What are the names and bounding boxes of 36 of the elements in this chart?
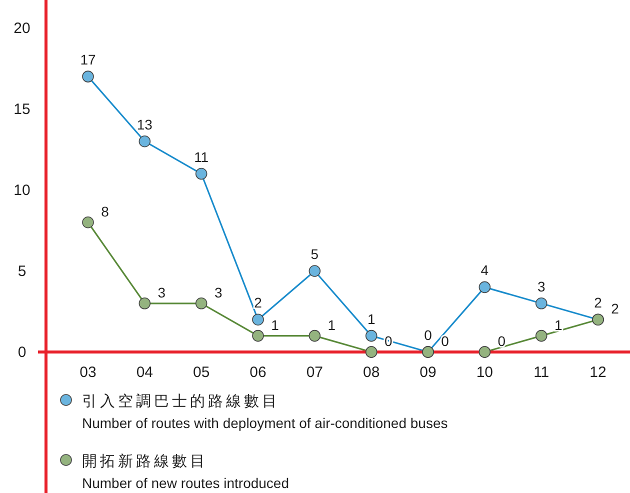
- data-label: 5: [310, 246, 319, 262]
- data-label: 2: [611, 300, 620, 317]
- x-tick-label: 04: [136, 364, 154, 381]
- data-label: 0: [424, 327, 432, 343]
- data-label: 3: [537, 278, 546, 294]
- data-label: 13: [136, 116, 153, 132]
- x-tick-label: 10: [476, 364, 494, 381]
- y-tick-label: 10: [14, 182, 30, 199]
- x-tick-label: 03: [80, 364, 96, 381]
- y-tick-label: 20: [14, 20, 30, 37]
- legend-label: 引入空調巴士的路線數目 Number of routes with deployment of air-conditioned buses: [82, 393, 448, 431]
- data-label: 4: [480, 262, 489, 278]
- data-label: 3: [214, 284, 222, 300]
- x-tick-label: 09: [420, 364, 436, 381]
- data-label: 1: [554, 316, 562, 333]
- x-tick-label: 07: [306, 364, 324, 381]
- data-label: 2: [594, 294, 602, 311]
- y-tick-label: 0: [18, 344, 26, 361]
- x-tick-label: 05: [192, 364, 210, 381]
- data-label: 8: [101, 203, 110, 220]
- x-tick-label: 08: [363, 364, 380, 381]
- data-label: 17: [80, 52, 96, 68]
- x-tick-label: 12: [590, 364, 606, 381]
- data-label: 0: [441, 333, 450, 349]
- data-label: 1: [328, 316, 336, 333]
- data-label: 11: [194, 148, 209, 165]
- y-tick-label: 5: [18, 262, 26, 280]
- x-tick-label: 06: [250, 364, 266, 381]
- x-tick-label: 11: [534, 364, 550, 381]
- data-label: 2: [254, 294, 262, 311]
- y-tick-label: 15: [14, 100, 30, 118]
- legend-label: 開拓新路線數目 Number of new routes introduced: [82, 453, 289, 491]
- data-label: 1: [367, 310, 376, 327]
- data-label: 3: [158, 284, 166, 300]
- data-label: 0: [498, 333, 506, 349]
- data-label: 1: [271, 316, 280, 333]
